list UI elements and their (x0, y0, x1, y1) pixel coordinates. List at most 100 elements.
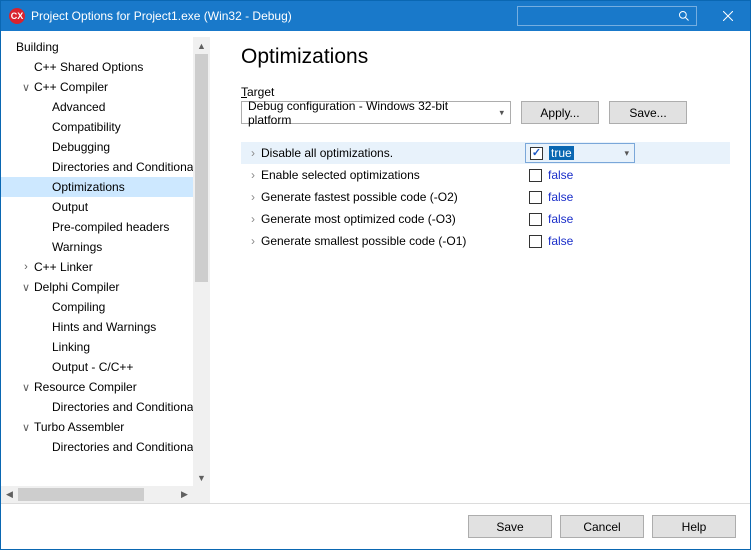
tree-item[interactable]: Directories and Conditionals (1, 397, 210, 417)
tree-item-label: Resource Compiler (32, 380, 137, 394)
apply-button[interactable]: Apply... (521, 101, 599, 124)
tree-item[interactable]: Output - C/C++ (1, 357, 210, 377)
close-button[interactable] (705, 1, 750, 31)
main-panel: Optimizations Target Debug configuration… (211, 31, 750, 503)
tree-item-label: Building (14, 40, 59, 54)
tree-expander-icon[interactable]: ∨ (20, 381, 32, 394)
tree-item[interactable]: C++ Shared Options (1, 57, 210, 77)
chevron-down-icon: ▾ (624, 148, 629, 159)
sidebar-horizontal-scrollbar[interactable]: ◀ ▶ (1, 486, 210, 503)
tree-item[interactable]: ∨Delphi Compiler (1, 277, 210, 297)
option-value-cell[interactable]: false (529, 168, 573, 182)
tree-item[interactable]: Advanced (1, 97, 210, 117)
tree-item[interactable]: ∨Resource Compiler (1, 377, 210, 397)
chevron-right-icon: › (241, 190, 259, 204)
app-icon: CX (9, 8, 25, 24)
tree-expander-icon[interactable]: ∨ (20, 81, 32, 94)
tree-item[interactable]: Directories and Conditionals (1, 437, 210, 457)
tree-item[interactable]: ›C++ Linker (1, 257, 210, 277)
tree-item[interactable]: Hints and Warnings (1, 317, 210, 337)
tree-item[interactable]: Linking (1, 337, 210, 357)
tree-item[interactable]: Debugging (1, 137, 210, 157)
tree-expander-icon[interactable]: ∨ (20, 281, 32, 294)
window-title: Project Options for Project1.exe (Win32 … (31, 9, 292, 23)
target-label: Target (241, 85, 730, 99)
option-row[interactable]: ›Generate smallest possible code (-O1)fa… (241, 230, 730, 252)
tree-item-label: Pre-compiled headers (50, 220, 169, 234)
option-value-cell[interactable]: false (529, 190, 573, 204)
tree-expander-icon[interactable]: ∨ (20, 421, 32, 434)
tree-item-label: Hints and Warnings (50, 320, 156, 334)
tree-item-label: C++ Linker (32, 260, 93, 274)
category-sidebar: BuildingC++ Shared Options∨C++ CompilerA… (1, 31, 211, 503)
option-value: true (549, 146, 574, 160)
tree-item-label: Linking (50, 340, 90, 354)
option-checkbox[interactable] (529, 213, 542, 226)
scroll-thumb[interactable] (18, 488, 144, 501)
tree-item[interactable]: Pre-compiled headers (1, 217, 210, 237)
option-checkbox[interactable] (529, 191, 542, 204)
tree-item[interactable]: Compatibility (1, 117, 210, 137)
tree-item[interactable]: Compiling (1, 297, 210, 317)
target-select-value: Debug configuration - Windows 32-bit pla… (248, 99, 492, 127)
option-label: Generate most optimized code (-O3) (259, 212, 529, 226)
tree-item[interactable]: Output (1, 197, 210, 217)
scroll-up-arrow-icon[interactable]: ▲ (193, 37, 210, 54)
help-button[interactable]: Help (652, 515, 736, 538)
tree-item[interactable]: ∨C++ Compiler (1, 77, 210, 97)
tree-item-label: Turbo Assembler (32, 420, 124, 434)
tree-item[interactable]: ∨Turbo Assembler (1, 417, 210, 437)
option-row[interactable]: ›Enable selected optimizationsfalse (241, 164, 730, 186)
scroll-down-arrow-icon[interactable]: ▼ (193, 469, 210, 486)
chevron-right-icon: › (241, 168, 259, 182)
option-value: false (548, 168, 573, 182)
titlebar-search-input[interactable] (517, 6, 697, 26)
option-row[interactable]: ›Generate most optimized code (-O3) false (241, 208, 730, 230)
tree-item-label: C++ Shared Options (32, 60, 143, 74)
tree-item-label: C++ Compiler (32, 80, 108, 94)
scroll-track[interactable] (193, 54, 210, 469)
category-tree[interactable]: BuildingC++ Shared Options∨C++ CompilerA… (1, 37, 210, 486)
save-button[interactable]: Save (468, 515, 552, 538)
sidebar-vertical-scrollbar[interactable]: ▲ ▼ (193, 37, 210, 486)
option-row[interactable]: ›Disable all optimizations.true▾ (241, 142, 730, 164)
option-value: false (548, 212, 573, 226)
tree-item-label: Compiling (50, 300, 105, 314)
tree-item-label: Delphi Compiler (32, 280, 119, 294)
scroll-track[interactable] (18, 486, 176, 503)
option-value-cell[interactable]: false (529, 234, 573, 248)
project-options-window: CX Project Options for Project1.exe (Win… (0, 0, 751, 550)
tree-item[interactable]: Building (1, 37, 210, 57)
scroll-left-arrow-icon[interactable]: ◀ (1, 486, 18, 503)
chevron-right-icon: › (241, 146, 259, 160)
option-value-dropdown[interactable]: true ▾ (525, 143, 635, 163)
chevron-right-icon: › (241, 234, 259, 248)
option-value-cell[interactable]: false (529, 212, 573, 226)
option-checkbox[interactable] (529, 235, 542, 248)
option-label: Generate smallest possible code (-O1) (259, 234, 529, 248)
tree-item-label: Output - C/C++ (50, 360, 133, 374)
tree-item[interactable]: Warnings (1, 237, 210, 257)
tree-item-label: Directories and Conditionals (50, 440, 202, 454)
tree-item[interactable]: Directories and Conditionals (1, 157, 210, 177)
save-config-button[interactable]: Save... (609, 101, 687, 124)
option-checkbox[interactable] (529, 169, 542, 182)
close-icon (723, 11, 733, 21)
scroll-thumb[interactable] (195, 54, 208, 282)
option-value-cell[interactable]: true ▾ (529, 143, 635, 163)
tree-item[interactable]: Optimizations (1, 177, 210, 197)
scroll-right-arrow-icon[interactable]: ▶ (176, 486, 193, 503)
tree-expander-icon[interactable]: › (20, 261, 32, 273)
option-row[interactable]: ›Generate fastest possible code (-O2)fal… (241, 186, 730, 208)
tree-item-label: Optimizations (50, 180, 125, 194)
chevron-down-icon: ▾ (499, 107, 504, 118)
tree-item-label: Compatibility (50, 120, 121, 134)
tree-item-label: Directories and Conditionals (50, 160, 202, 174)
option-label: Generate fastest possible code (-O2) (259, 190, 529, 204)
target-select[interactable]: Debug configuration - Windows 32-bit pla… (241, 101, 511, 124)
option-checkbox[interactable] (530, 147, 543, 160)
cancel-button[interactable]: Cancel (560, 515, 644, 538)
tree-item-label: Warnings (50, 240, 102, 254)
tree-item-label: Output (50, 200, 88, 214)
chevron-right-icon: › (241, 212, 259, 226)
